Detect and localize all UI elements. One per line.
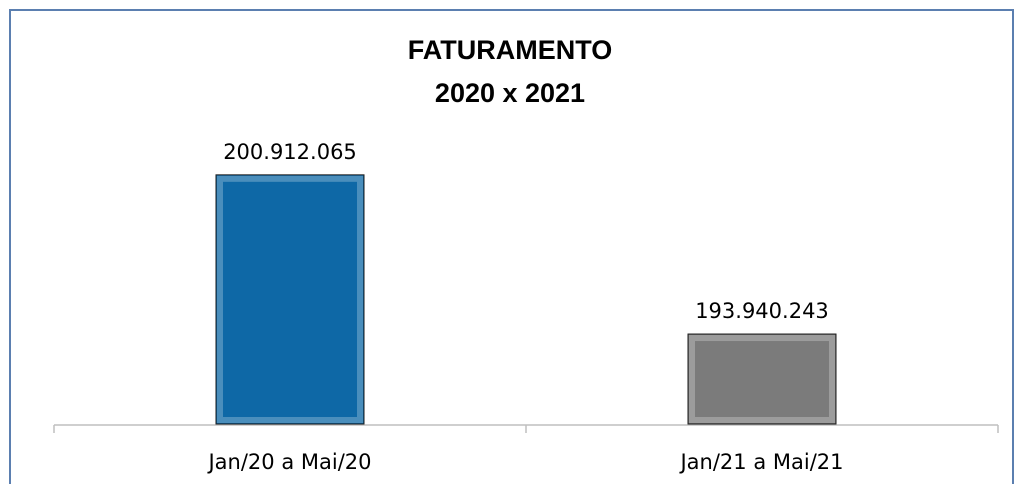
data-label: 200.912.065: [223, 140, 357, 164]
chart-title: FATURAMENTO: [408, 35, 613, 65]
chart-subtitle: 2020 x 2021: [435, 78, 585, 108]
bar-bevel: [217, 175, 363, 423]
x-tick-label: Jan/20 a Mai/20: [206, 450, 371, 474]
x-tick-label: Jan/21 a Mai/21: [678, 450, 843, 474]
bar-bevel: [689, 335, 835, 424]
bar: [687, 333, 837, 425]
data-label: 193.940.243: [695, 299, 829, 323]
chart-frame: [9, 9, 1014, 488]
bar: [215, 174, 365, 425]
